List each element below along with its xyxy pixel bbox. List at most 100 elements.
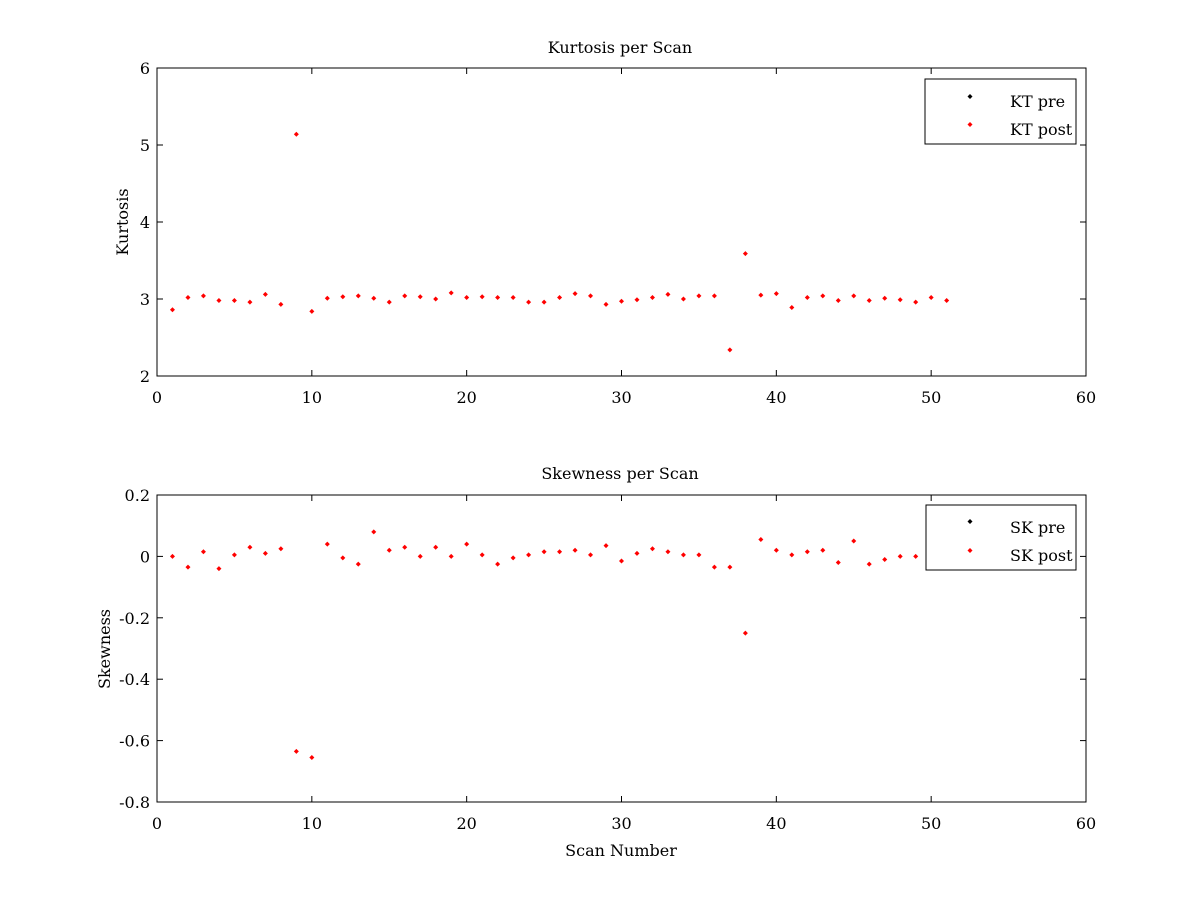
skewness-point-post-42: [804, 549, 810, 555]
kurtosis-point-post-2: [185, 294, 191, 300]
skewness-ytick-label-4: 0: [140, 547, 150, 566]
skewness-point-post-49: [913, 553, 919, 559]
skewness-point-post-13: [355, 561, 361, 567]
skewness-point-post-29: [603, 543, 609, 549]
skewness-ytick-label-0: -0.8: [119, 793, 150, 812]
skewness-legend-marker-pre: [967, 519, 973, 524]
skewness-point-post-15: [386, 547, 392, 553]
skewness-point-post-12: [340, 555, 346, 561]
skewness-point-post-14: [371, 529, 377, 535]
skewness-ylabel: Skewness: [95, 609, 114, 689]
kurtosis-ytick-label-2: 4: [140, 213, 150, 232]
skewness-point-post-6: [247, 544, 253, 550]
kurtosis-point-post-17: [417, 294, 423, 300]
kurtosis-legend-marker-pre: [967, 94, 973, 99]
skewness-legend-label-pre: SK pre: [1010, 518, 1065, 537]
skewness-xtick-label-1: 10: [302, 814, 322, 833]
kurtosis-point-post-13: [355, 293, 361, 299]
skewness-point-post-22: [495, 561, 501, 567]
skewness-point-post-25: [541, 549, 547, 555]
skewness-point-post-34: [680, 552, 686, 558]
skewness-legend-box: [925, 504, 1077, 571]
kurtosis-point-post-35: [696, 293, 702, 299]
skewness-point-post-21: [479, 552, 485, 558]
skewness-point-post-16: [402, 544, 408, 550]
kurtosis-point-post-4: [216, 298, 222, 304]
kurtosis-xtick-label-1: 10: [302, 388, 322, 407]
skewness-point-post-17: [417, 553, 423, 559]
skewness-legend-marker-post: [967, 548, 973, 553]
kurtosis-point-post-16: [402, 293, 408, 299]
kurtosis-point-post-14: [371, 295, 377, 301]
skewness-point-post-10: [309, 754, 315, 760]
kurtosis-ytick-label-1: 3: [140, 290, 150, 309]
skewness-xtick-label-6: 60: [1076, 814, 1096, 833]
skewness-point-post-30: [619, 558, 624, 564]
kurtosis-legend-label-pre: KT pre: [1010, 92, 1065, 111]
kurtosis-point-post-6: [247, 299, 253, 305]
kurtosis-point-post-27: [572, 291, 578, 297]
kurtosis-point-post-25: [541, 299, 547, 305]
kurtosis-point-post-49: [913, 299, 919, 305]
kurtosis-point-post-8: [278, 301, 284, 307]
kurtosis-point-post-40: [773, 291, 779, 297]
kurtosis-point-post-41: [789, 304, 795, 310]
skewness-point-post-19: [448, 553, 454, 559]
kurtosis-point-post-20: [464, 294, 470, 300]
kurtosis-point-post-15: [386, 299, 392, 305]
kurtosis-point-post-11: [324, 295, 330, 301]
skewness-point-post-11: [324, 541, 330, 547]
skewness-xtick-label-2: 20: [456, 814, 476, 833]
skewness-title: Skewness per Scan: [541, 464, 698, 483]
kurtosis-point-post-23: [510, 294, 516, 300]
kurtosis-point-post-45: [851, 293, 857, 299]
kurtosis-ytick-label-4: 6: [140, 59, 150, 78]
kurtosis-point-post-39: [758, 292, 764, 298]
skewness-point-post-41: [789, 552, 795, 558]
skewness-ytick-label-3: -0.2: [119, 609, 150, 628]
skewness-point-post-4: [216, 566, 222, 572]
skewness-point-post-31: [634, 550, 640, 556]
skewness-point-post-37: [727, 564, 733, 570]
skewness-point-post-35: [696, 552, 702, 558]
skewness-point-post-40: [773, 547, 779, 553]
kurtosis-point-post-46: [866, 298, 872, 304]
kurtosis-ytick-label-3: 5: [140, 136, 150, 155]
skewness-point-post-23: [510, 555, 516, 561]
skewness-point-post-47: [882, 556, 888, 562]
skewness-xtick-label-3: 30: [611, 814, 631, 833]
skewness-xlabel: Scan Number: [565, 841, 677, 860]
kurtosis-xtick-label-6: 60: [1076, 388, 1096, 407]
kurtosis-point-post-43: [820, 293, 826, 299]
kurtosis-xtick-label-5: 50: [921, 388, 941, 407]
skewness-xtick-label-0: 0: [152, 814, 162, 833]
skewness-point-post-5: [231, 552, 237, 558]
kurtosis-point-post-21: [479, 294, 485, 300]
kurtosis-point-post-33: [665, 291, 671, 297]
skewness-point-post-26: [557, 549, 563, 555]
kurtosis-point-post-31: [634, 297, 640, 303]
skewness-ytick-label-2: -0.4: [119, 670, 150, 689]
skewness-xtick-label-4: 40: [766, 814, 786, 833]
kurtosis-axes: Kurtosis per Scan Kurtosis 0 10 20 30 40 50 60…: [113, 38, 1096, 407]
kurtosis-point-post-9: [293, 131, 299, 137]
skewness-point-post-46: [866, 561, 872, 567]
skewness-point-post-44: [835, 560, 841, 566]
kurtosis-point-post-28: [588, 293, 594, 299]
skewness-point-post-18: [433, 544, 439, 550]
skewness-point-post-28: [588, 552, 594, 558]
kurtosis-point-post-37: [727, 347, 733, 353]
kurtosis-point-post-47: [882, 295, 888, 301]
kurtosis-point-post-50: [928, 294, 934, 300]
kurtosis-point-post-44: [835, 298, 841, 304]
skewness-point-post-33: [665, 549, 671, 555]
skewness-point-post-24: [526, 552, 532, 558]
kurtosis-point-post-18: [433, 296, 439, 302]
kurtosis-point-post-36: [711, 293, 717, 299]
skewness-point-post-38: [742, 630, 748, 636]
skewness-point-post-3: [200, 549, 206, 555]
skewness-point-post-32: [649, 546, 655, 552]
skewness-point-post-1: [169, 553, 175, 559]
